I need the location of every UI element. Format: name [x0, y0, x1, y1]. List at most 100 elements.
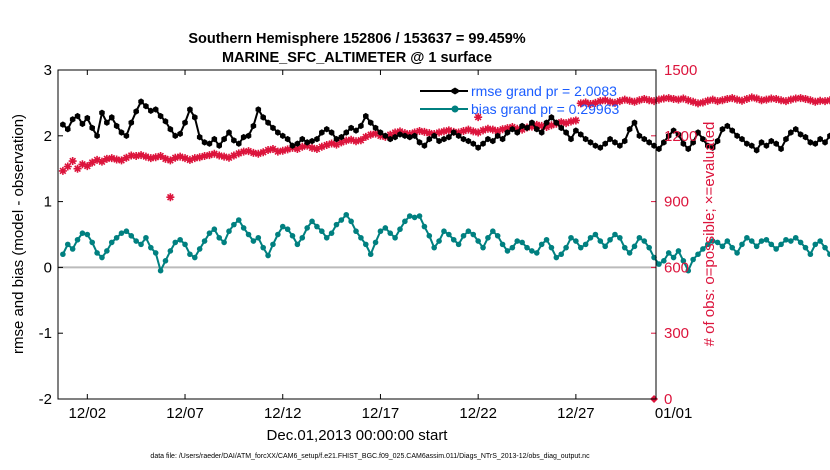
rmse-point	[509, 126, 516, 133]
obs-marker	[249, 148, 258, 157]
bias-point	[113, 234, 120, 241]
x-tick-label: 12/07	[166, 405, 204, 422]
bias-point	[695, 251, 701, 258]
obs-marker	[728, 94, 737, 103]
obs-marker	[220, 152, 229, 161]
bias-point	[69, 246, 76, 252]
rmse-point	[480, 140, 486, 147]
rmse-point	[768, 137, 775, 145]
y2-tick-label: 1200	[664, 128, 697, 145]
bias-point	[128, 233, 135, 239]
rmse-point	[602, 140, 608, 147]
obs-marker	[151, 153, 160, 162]
rmse-point	[778, 145, 784, 153]
obs-marker	[93, 155, 102, 164]
bias-point	[333, 221, 340, 228]
obs-marker	[273, 147, 282, 156]
rmse-point	[626, 126, 633, 133]
obs-marker	[757, 96, 766, 105]
obs-marker	[513, 124, 522, 133]
bias-point	[490, 228, 496, 235]
bias-point	[411, 214, 418, 221]
bias-point	[152, 250, 159, 256]
obs-marker	[483, 124, 492, 133]
bias-point	[382, 225, 389, 231]
rmse-point	[416, 139, 423, 146]
bias-point	[201, 238, 208, 244]
obs-marker	[264, 146, 273, 155]
obs-marker	[679, 94, 688, 103]
obs-marker	[166, 156, 175, 165]
bias-point	[84, 231, 91, 238]
bias-point	[577, 244, 584, 251]
bias-point	[250, 238, 257, 244]
bias-point	[118, 230, 125, 236]
rmse-point	[494, 132, 501, 139]
obs-marker	[615, 97, 624, 106]
rmse-point	[670, 127, 677, 134]
obs-marker	[117, 156, 126, 165]
y2-axis-label: # of obs: o=possible; ×=evaluated	[701, 122, 718, 347]
obs-marker	[332, 140, 341, 149]
rmse-point	[709, 144, 716, 151]
data-file-footnote: data file: /Users/raeder/DAI/ATM_forcXX/…	[150, 453, 590, 460]
bias-point	[148, 244, 154, 251]
obs-marker	[73, 164, 82, 173]
rmse-point	[402, 132, 408, 139]
obs-marker	[772, 94, 781, 103]
bias-point	[431, 244, 437, 251]
x-tick-label: 12/27	[557, 405, 595, 422]
bias-point	[172, 239, 179, 246]
bias-point	[367, 251, 374, 258]
x-tick-label: 12/17	[362, 405, 400, 422]
rmse-point	[367, 119, 374, 126]
bias-point	[402, 218, 408, 225]
bias-point	[426, 233, 433, 239]
rmse-point	[138, 98, 144, 105]
obs-marker	[435, 128, 444, 137]
obs-marker	[659, 94, 668, 103]
rmse-point	[690, 139, 696, 146]
bias-point	[680, 258, 687, 264]
obs-marker	[664, 94, 673, 103]
bias-point	[656, 261, 662, 267]
rmse-point	[89, 124, 95, 132]
obs-marker	[391, 128, 400, 137]
bias-point	[133, 238, 139, 244]
obs-marker	[88, 158, 97, 167]
rmse-point	[631, 119, 638, 126]
rmse-point	[113, 122, 120, 130]
obs-marker	[498, 125, 507, 134]
rmse-point	[739, 135, 745, 143]
bias-point	[240, 225, 247, 231]
rmse-point	[192, 114, 198, 121]
bias-point	[392, 234, 398, 241]
rmse-point	[387, 135, 393, 143]
rmse-point	[348, 124, 354, 132]
rmse-point	[519, 122, 525, 130]
obs-marker	[610, 98, 619, 107]
bias-point	[514, 238, 521, 244]
bias-point	[245, 231, 252, 238]
obs-marker	[635, 96, 644, 105]
bias-point	[753, 243, 760, 250]
obs-marker	[791, 94, 800, 103]
obs-marker	[171, 153, 180, 162]
obs-marker	[386, 130, 395, 139]
rmse-point	[460, 135, 467, 143]
obs-marker	[200, 151, 209, 160]
bias-point	[275, 231, 281, 238]
rmse-point	[236, 140, 242, 147]
obs-marker	[474, 128, 483, 137]
bias-point	[323, 234, 330, 241]
bias-point	[792, 234, 799, 241]
bias-point	[108, 239, 115, 246]
obs-marker	[190, 154, 199, 163]
bias-point	[748, 238, 755, 244]
rmse-point	[118, 129, 125, 136]
bias-point	[592, 231, 599, 238]
bias-series	[60, 211, 830, 274]
plot-frame	[57, 69, 657, 400]
rmse-point	[441, 135, 447, 143]
rmse-point	[455, 132, 462, 139]
